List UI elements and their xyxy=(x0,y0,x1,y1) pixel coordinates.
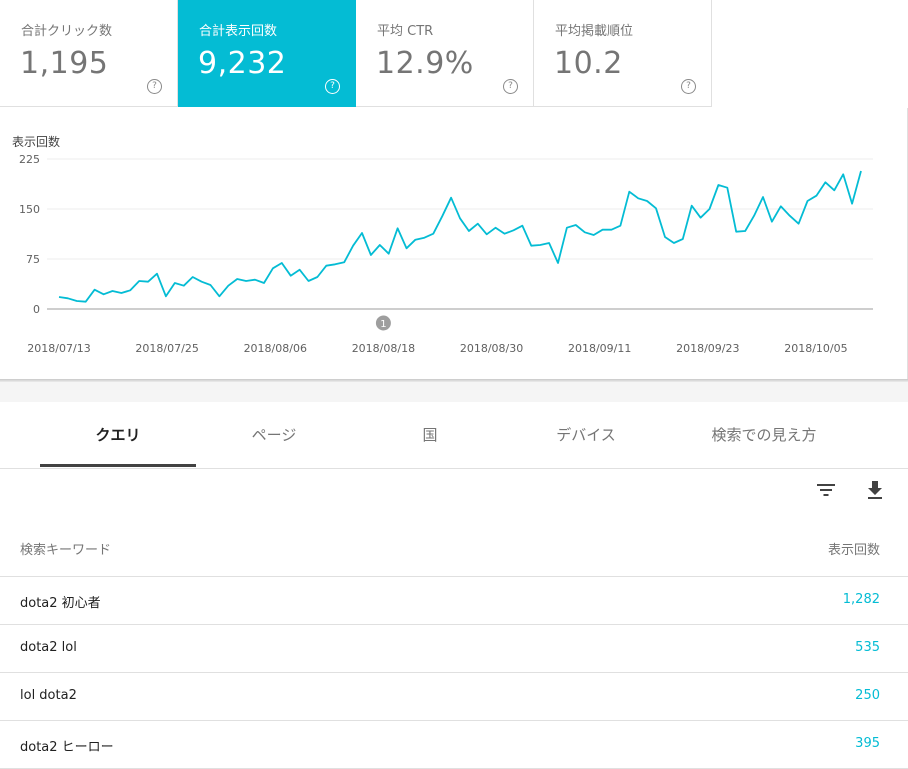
chart-y-axis-title: 表示回数 xyxy=(12,135,61,149)
help-icon[interactable]: ? xyxy=(325,79,340,94)
column-header-query[interactable]: 検索キーワード xyxy=(20,543,112,558)
tab-search-appearance[interactable]: 検索での見え方 xyxy=(711,426,817,444)
impressions-line-chart[interactable]: 225 150 75 0 2018/07/13 2018/07/25 2018/08/06 2… xyxy=(0,108,907,379)
row-query: dota2 lol xyxy=(20,640,77,655)
performance-chart-panel: 表示回数 225 150 75 0 2018/07/13 2018/07/25 2018/0… xyxy=(0,108,908,379)
table-header: 検索キーワード 表示回数 xyxy=(0,529,908,577)
metric-cards: 合計クリック数 1,195 ? 合計表示回数 9,232 ? 平均 CTR 12… xyxy=(0,0,717,108)
x-tick-label: 2018/08/30 xyxy=(460,342,523,355)
metric-card-total-impressions[interactable]: 合計表示回数 9,232 ? xyxy=(178,0,356,107)
tab-country[interactable]: 国 xyxy=(422,426,438,444)
table-row[interactable]: dota2 初心者 1,282 xyxy=(0,577,908,625)
annotation-marker[interactable] xyxy=(375,315,391,331)
chart-divider xyxy=(0,379,908,382)
table-row[interactable]: lol dota2 250 xyxy=(0,673,908,721)
download-icon[interactable] xyxy=(864,479,886,501)
metric-card-average-position[interactable]: 平均掲載順位 10.2 ? xyxy=(534,0,712,107)
x-tick-label: 2018/07/13 xyxy=(27,342,90,355)
table-row[interactable]: dota2 ヒーロー 395 xyxy=(0,721,908,769)
metric-value: 1,195 xyxy=(20,46,109,81)
x-tick-label: 2018/08/18 xyxy=(352,342,415,355)
row-query: dota2 ヒーロー xyxy=(20,740,114,755)
row-impressions: 250 xyxy=(855,688,880,703)
y-tick-label: 75 xyxy=(26,253,40,266)
x-tick-label: 2018/07/25 xyxy=(135,342,198,355)
tab-page[interactable]: ページ xyxy=(251,426,297,444)
x-tick-label: 2018/09/23 xyxy=(676,342,739,355)
x-tick-label: 2018/08/06 xyxy=(244,342,307,355)
impressions-series-line[interactable] xyxy=(58,170,862,303)
tab-device[interactable]: デバイス xyxy=(556,426,616,444)
metric-label: 合計表示回数 xyxy=(199,24,278,39)
column-header-impressions[interactable]: 表示回数 xyxy=(827,543,880,558)
help-icon[interactable]: ? xyxy=(147,79,162,94)
x-tick-label: 2018/10/05 xyxy=(784,342,847,355)
x-tick-label: 2018/09/11 xyxy=(568,342,631,355)
tab-query[interactable]: クエリ xyxy=(95,426,141,444)
y-tick-label: 225 xyxy=(19,153,40,166)
row-impressions: 395 xyxy=(855,736,880,751)
y-tick-label: 150 xyxy=(19,203,40,216)
row-impressions: 1,282 xyxy=(842,592,880,607)
metric-value: 10.2 xyxy=(554,46,623,81)
help-icon[interactable]: ? xyxy=(503,79,518,94)
dimension-tabs: クエリ ページ 国 デバイス 検索での見え方 xyxy=(0,402,908,469)
table-row[interactable]: dota2 lol 535 xyxy=(0,625,908,673)
metric-value: 12.9% xyxy=(376,46,474,81)
metric-label: 合計クリック数 xyxy=(21,24,113,39)
metric-card-total-clicks[interactable]: 合計クリック数 1,195 ? xyxy=(0,0,178,107)
metric-label: 平均掲載順位 xyxy=(555,24,634,39)
annotation-label: 1 xyxy=(380,319,386,330)
filter-icon[interactable] xyxy=(815,479,837,501)
help-icon[interactable]: ? xyxy=(681,79,696,94)
row-query: dota2 初心者 xyxy=(20,596,101,611)
section-gap xyxy=(0,382,908,402)
y-tick-label: 0 xyxy=(33,303,40,316)
metric-card-average-ctr[interactable]: 平均 CTR 12.9% ? xyxy=(356,0,534,107)
active-tab-indicator xyxy=(40,464,196,467)
row-impressions: 535 xyxy=(855,640,880,655)
metric-value: 9,232 xyxy=(198,46,287,81)
row-query: lol dota2 xyxy=(20,688,77,703)
metric-label: 平均 CTR xyxy=(377,24,434,39)
